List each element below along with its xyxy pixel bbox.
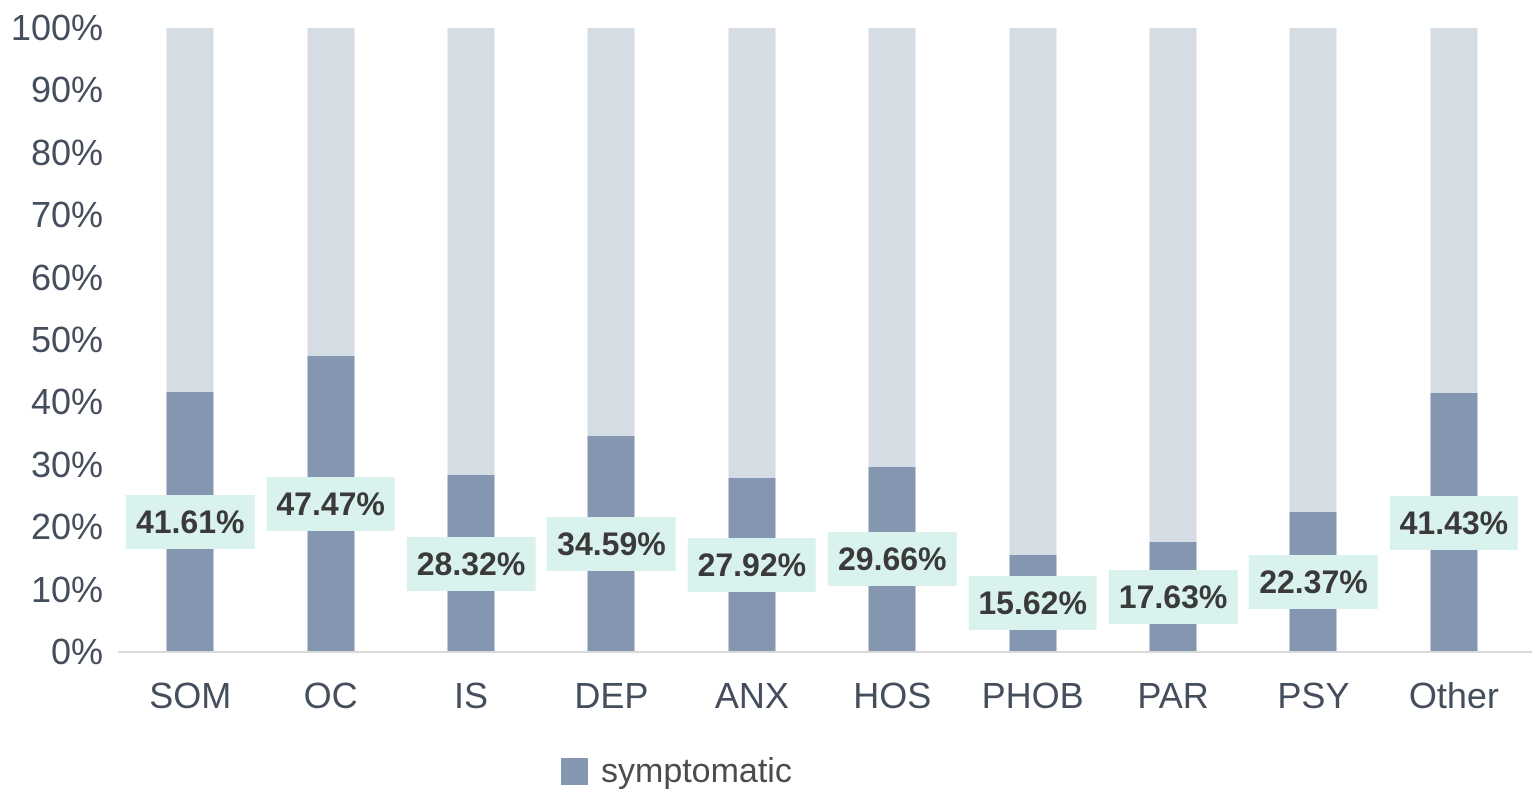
value-label: 41.61% — [125, 495, 255, 550]
bar-group-hos: 29.66% — [822, 28, 962, 652]
legend-entry: symptomatic — [561, 751, 792, 791]
y-axis-tick-label: 20% — [30, 506, 103, 548]
value-label: 15.62% — [968, 576, 1097, 631]
bar-group-dep: 34.59% — [541, 28, 681, 652]
x-axis-tick-label-som: SOM — [149, 675, 232, 716]
bar-group-is: 28.32% — [401, 28, 541, 652]
y-axis-tick-label: 90% — [30, 69, 103, 111]
y-axis-tick-label: 80% — [30, 131, 103, 173]
value-label: 22.37% — [1249, 555, 1378, 610]
y-axis: 100% 90% 80% 70% 60% 50% 40% 30% 20% 10% 0% — [0, 0, 103, 700]
y-axis-tick-label: 60% — [30, 256, 103, 298]
bar-remainder-segment — [1009, 28, 1057, 652]
x-axis: SOM OC IS DEP ANX HOS PHOB PAR PSY Other — [120, 674, 1524, 718]
bar-group-som: 41.61% — [120, 28, 260, 652]
x-axis-tick-label-is: IS — [454, 675, 489, 716]
legend-label: symptomatic — [601, 752, 792, 790]
x-axis-tick-label-psy: PSY — [1277, 675, 1350, 716]
value-label: 34.59% — [547, 517, 676, 572]
y-axis-tick-label: 40% — [30, 381, 103, 423]
y-axis-tick-label: 100% — [10, 7, 103, 48]
bar-group-oc: 47.47% — [260, 28, 400, 652]
bar-group-other: 41.43% — [1384, 28, 1524, 652]
value-label: 41.43% — [1389, 495, 1519, 550]
x-axis-tick-label-phob: PHOB — [981, 675, 1084, 716]
x-axis-tick-label-oc: OC — [303, 675, 358, 716]
value-label: 27.92% — [687, 537, 817, 592]
y-axis-tick-label: 0% — [50, 631, 103, 672]
bar-group-psy: 22.37% — [1243, 28, 1383, 652]
y-axis-tick-label: 70% — [30, 194, 103, 236]
x-axis-tick-label-anx: ANX — [714, 675, 789, 716]
x-axis-tick-label-other: Other — [1408, 675, 1499, 716]
legend: symptomatic — [561, 751, 792, 791]
value-label: 47.47% — [266, 476, 395, 531]
x-axis-line — [118, 651, 1532, 653]
x-axis-tick-label-hos: HOS — [853, 675, 932, 716]
x-axis-tick-label-par: PAR — [1137, 675, 1209, 716]
legend-swatch-icon — [561, 757, 588, 785]
value-label: 28.32% — [406, 536, 536, 591]
y-axis-tick-label: 10% — [30, 568, 103, 610]
bar-group-phob: 15.62% — [962, 28, 1102, 652]
value-label: 17.63% — [1108, 570, 1238, 624]
x-axis-tick-label-dep: DEP — [574, 675, 649, 716]
y-axis-tick-label: 30% — [30, 443, 103, 485]
y-axis-tick-label: 50% — [30, 319, 103, 360]
value-label: 29.66% — [827, 532, 957, 587]
plot-area: 41.61% 47.47% 28.32% 34.59% 27.92% 29.66% 15.6… — [120, 28, 1524, 652]
bar-group-par: 17.63% — [1103, 28, 1243, 652]
bar-group-anx: 27.92% — [682, 28, 822, 652]
